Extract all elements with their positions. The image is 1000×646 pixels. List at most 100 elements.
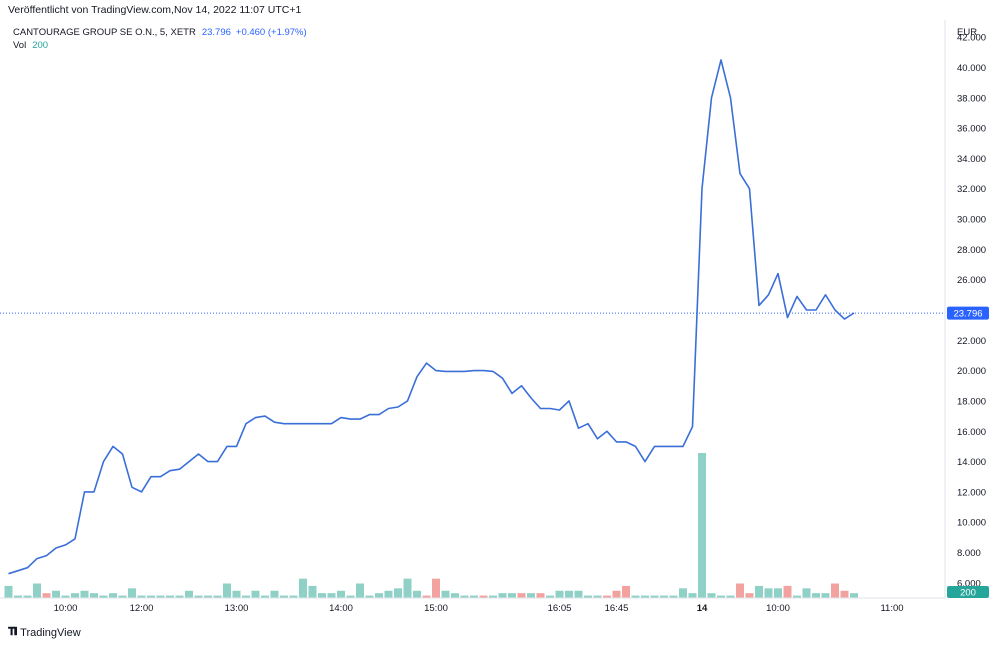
volume-bars [4, 453, 858, 598]
brand-label: TradingView [20, 626, 81, 639]
volume-bar [840, 590, 849, 598]
volume-bar [156, 595, 165, 598]
volume-bar [821, 593, 830, 598]
volume-bar [641, 595, 649, 598]
price-tick-label: 10.000 [957, 518, 986, 529]
price-tick-label: 16.000 [957, 427, 986, 438]
price-tick-label: 30.000 [957, 215, 986, 226]
price-tick-label: 8.000 [957, 548, 981, 559]
volume-bar [61, 595, 70, 598]
volume-bar [498, 593, 507, 598]
volume-bar [232, 590, 241, 598]
volume-bar [688, 593, 697, 598]
volume-bar [384, 590, 393, 598]
volume-bar [717, 595, 725, 598]
volume-bar [584, 595, 592, 598]
volume-bar [270, 590, 279, 598]
symbol-name[interactable]: CANTOURAGE GROUP SE O.N., 5, XETR [13, 27, 196, 38]
time-tick-label: 11:00 [880, 603, 903, 614]
volume-bar [327, 593, 336, 598]
volume-bar [375, 593, 383, 598]
volume-bar [137, 595, 146, 598]
volume-bar [365, 595, 374, 598]
price-tick-label: 34.000 [957, 154, 986, 165]
volume-bar [669, 595, 678, 598]
price-tick-label: 20.000 [957, 366, 986, 377]
tradingview-brand[interactable]: 𝐓❙ TradingView [8, 626, 81, 639]
volume-bar [802, 588, 811, 598]
volume-bar [812, 593, 820, 598]
volume-label[interactable]: Vol [13, 40, 27, 51]
volume-bar [23, 595, 32, 598]
volume-bar [242, 595, 250, 598]
price-tick-label: 36.000 [957, 124, 986, 135]
volume-bar [14, 595, 22, 598]
volume-tag: 200 [947, 586, 989, 599]
price-tick-label: 6.000 [957, 578, 981, 589]
volume-bar [593, 595, 602, 598]
volume-bar [603, 595, 611, 598]
volume-bar [251, 590, 260, 598]
price-tick-label: 32.000 [957, 184, 986, 195]
volume-bar [517, 593, 526, 598]
time-tick-label: 13:00 [225, 603, 249, 614]
volume-bar [422, 595, 431, 598]
volume-bar [441, 590, 450, 598]
last-price-tag: 23.796 [947, 306, 989, 320]
volume-bar [432, 578, 440, 598]
volume-bar [631, 595, 640, 598]
volume-legend: Vol 200 [13, 40, 48, 51]
price-tick-label: 12.000 [957, 487, 986, 498]
price-tick-label: 38.000 [957, 93, 986, 104]
tradingview-logo-icon: 𝐓❙ [8, 626, 17, 638]
price-tick-label: 42.000 [957, 33, 986, 44]
volume-bar [33, 583, 41, 598]
price-tick-label: 22.000 [957, 336, 986, 347]
volume-bar [565, 590, 573, 598]
price-axis-ticks: 6.000 8.000 10.000 12.000 14.000 16.000 18.000… [957, 33, 986, 590]
volume-bar [394, 588, 402, 598]
price-tick-label: 14.000 [957, 457, 986, 468]
volume-bar [764, 588, 773, 598]
time-tick-label: 16:05 [548, 603, 572, 614]
last-price-value: 23.796 [201, 27, 231, 38]
volume-bar [850, 593, 858, 598]
volume-bar [175, 595, 184, 598]
volume-bar [118, 595, 127, 598]
volume-bar [793, 595, 801, 598]
volume-bar [308, 585, 317, 598]
volume-value: 200 [32, 40, 49, 51]
volume-bar [736, 583, 744, 598]
volume-bar [650, 595, 659, 598]
volume-bar [831, 583, 839, 598]
volume-bar [707, 593, 716, 598]
volume-bar [755, 585, 763, 598]
volume-bar [71, 593, 79, 598]
volume-bar [726, 595, 735, 598]
volume-bar [679, 588, 687, 598]
volume-bar [318, 593, 326, 598]
volume-bar [204, 595, 212, 598]
time-tick-label: 14:00 [329, 603, 353, 614]
volume-bar [109, 593, 117, 598]
volume-bar [508, 593, 516, 598]
volume-bar [99, 595, 108, 598]
volume-bar [527, 593, 535, 598]
currency-label: EUR [957, 27, 977, 38]
volume-bar [90, 593, 98, 598]
time-tick-label: 15:00 [424, 603, 448, 614]
volume-bar [80, 590, 89, 598]
volume-bar [574, 590, 583, 598]
volume-bar [622, 585, 630, 598]
volume-bar [147, 595, 155, 598]
volume-bar [745, 593, 754, 598]
volume-bar [536, 593, 545, 598]
volume-bar [413, 590, 421, 598]
volume-bar [128, 588, 136, 598]
volume-bar [42, 593, 51, 598]
price-tick-label: 18.000 [957, 396, 986, 407]
price-tick-label: 28.000 [957, 245, 986, 256]
volume-bar [470, 595, 478, 598]
volume-bar [774, 588, 782, 598]
